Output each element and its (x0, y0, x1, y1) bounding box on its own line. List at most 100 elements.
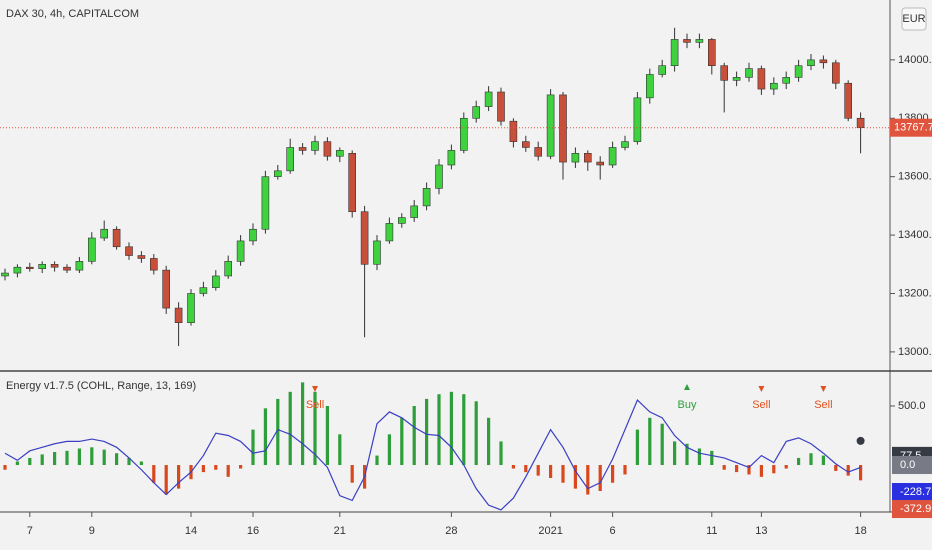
candle-body (125, 246, 133, 256)
candle-body (521, 141, 530, 148)
signal-arrow (312, 386, 318, 392)
candle-body (335, 150, 344, 157)
candle-body (757, 68, 766, 90)
candle-body (782, 77, 791, 84)
histogram-bar (177, 465, 181, 489)
currency-button[interactable] (901, 7, 927, 31)
y-tick-label: 13000.0 (898, 346, 932, 358)
histogram-bar (747, 465, 751, 475)
value-marker (892, 500, 932, 519)
candle-body (150, 258, 158, 271)
histogram-bar (214, 465, 218, 470)
candle-body (187, 293, 195, 323)
candle-body (459, 117, 468, 151)
candle-body (658, 65, 667, 75)
histogram-bar (536, 465, 540, 476)
histogram-bar (859, 465, 863, 481)
signal-arrow (758, 386, 765, 392)
histogram-bar (611, 465, 615, 483)
histogram-bar (722, 465, 726, 470)
candle-body (397, 217, 406, 224)
histogram-bar (350, 465, 354, 483)
signal-label: Buy (678, 399, 697, 411)
candle-body (298, 147, 307, 151)
candle-body (645, 74, 654, 99)
candle-body (100, 228, 108, 239)
histogram-bar (201, 465, 205, 473)
histogram-bar (797, 457, 801, 466)
histogram-bar (115, 453, 119, 466)
histogram-bar (301, 382, 305, 466)
histogram-bar (387, 434, 391, 466)
histogram-bar (313, 391, 317, 466)
candle-body (596, 161, 605, 166)
candle-body (50, 263, 59, 268)
candle-body (422, 188, 431, 207)
candle-body (311, 141, 319, 151)
x-tick-label: 6 (610, 525, 616, 537)
histogram-bar (40, 454, 44, 466)
histogram-bar (3, 465, 7, 470)
signal-label: Sell (814, 399, 832, 411)
histogram-bar (462, 394, 466, 466)
histogram-bar (77, 448, 81, 466)
candle-body (323, 141, 332, 157)
y-tick-label: 500.0 (898, 400, 926, 412)
candle-body (360, 211, 369, 265)
candle-body (224, 261, 232, 277)
candle-body (75, 261, 84, 271)
histogram-bar (834, 465, 838, 471)
histogram-bar (573, 465, 577, 489)
histogram-bar (673, 441, 677, 466)
last-price-box (890, 118, 932, 137)
x-tick-label: 16 (247, 525, 259, 537)
histogram-bar (288, 391, 292, 466)
histogram-bar (685, 443, 689, 466)
x-tick-label: 21 (334, 525, 346, 537)
histogram-bar (772, 465, 776, 474)
signal-arrow (820, 386, 827, 392)
y-tick-label: 13200.0 (898, 287, 932, 299)
candle-body (683, 39, 691, 43)
candle-body (447, 150, 456, 166)
histogram-bar (821, 455, 825, 466)
candle-body (373, 240, 381, 265)
energy-line (4, 399, 861, 511)
histogram-bar (846, 465, 850, 476)
candle-body (707, 39, 716, 67)
histogram-bar (635, 429, 639, 466)
histogram-bar (549, 465, 553, 479)
histogram-bar (598, 465, 602, 491)
histogram-bar (784, 465, 788, 469)
candle-body (732, 77, 741, 81)
candle-body (794, 65, 803, 78)
candle-body (633, 97, 642, 142)
currency-label[interactable]: EUR (902, 13, 925, 25)
candle-body (199, 287, 208, 294)
x-tick-label: 13 (755, 525, 767, 537)
candle-body (88, 237, 96, 262)
candle-body (571, 153, 580, 163)
histogram-bar (90, 447, 94, 466)
candle-body (695, 39, 704, 43)
histogram-bar (251, 429, 255, 466)
candle-body (435, 164, 443, 189)
candle-body (286, 147, 295, 172)
candle-body (484, 91, 493, 107)
x-tick-label: 14 (185, 525, 197, 537)
histogram-bar (735, 465, 739, 473)
candle-body (472, 106, 481, 119)
histogram-bar (710, 450, 714, 466)
candle-body (137, 255, 146, 259)
candle-body (720, 65, 729, 81)
candle-body (621, 141, 629, 148)
candle-body (608, 147, 617, 166)
candle-body (844, 82, 853, 119)
histogram-bar (437, 394, 441, 466)
histogram-bar (276, 398, 280, 466)
histogram-bar (499, 441, 503, 466)
x-tick-label: 9 (89, 525, 95, 537)
candle-body (174, 307, 183, 323)
histogram-bar (15, 461, 19, 466)
